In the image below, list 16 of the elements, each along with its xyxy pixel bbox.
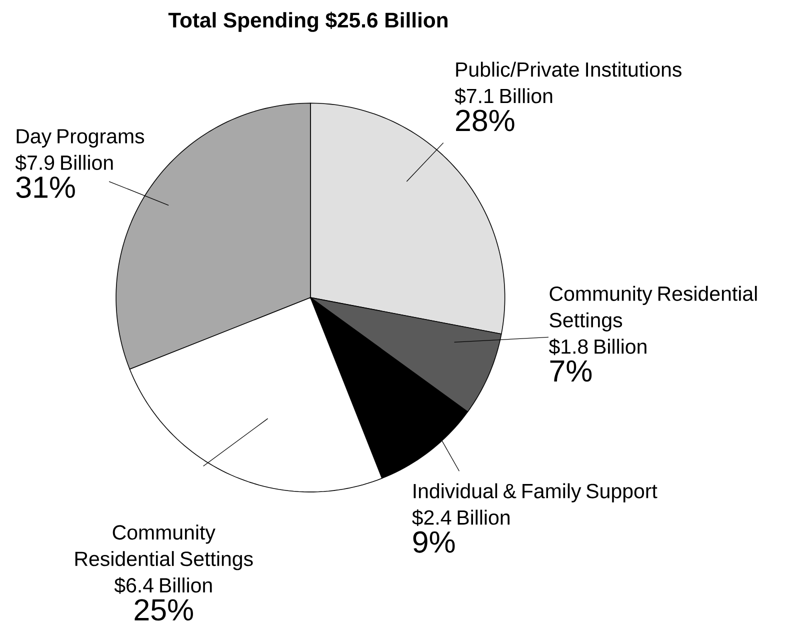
slice-label: Community Residential Settings [550, 286, 757, 332]
text: $6.4 Billion [114, 577, 212, 594]
data-label: 28% [456, 110, 514, 132]
slice-label: Day Programs [16, 129, 144, 148]
chart-title: Total Spending $25.6 Billion [168, 12, 448, 32]
data-label: 7% [550, 360, 592, 382]
text: $1.8 Billion [548, 338, 646, 356]
slice-label: Individual & Family Support [414, 483, 658, 502]
slice-label: Community Residential Settings [75, 524, 253, 570]
slice-label: Public/Private Institutions [456, 62, 682, 77]
data-label: 31% [16, 176, 75, 198]
text: $7.9 Billion [15, 154, 113, 172]
data-label: 25% [134, 599, 193, 621]
text: $2.4 Billion [412, 509, 510, 526]
data-label: 9% [413, 531, 455, 553]
text: $7.1 Billion [454, 88, 552, 105]
